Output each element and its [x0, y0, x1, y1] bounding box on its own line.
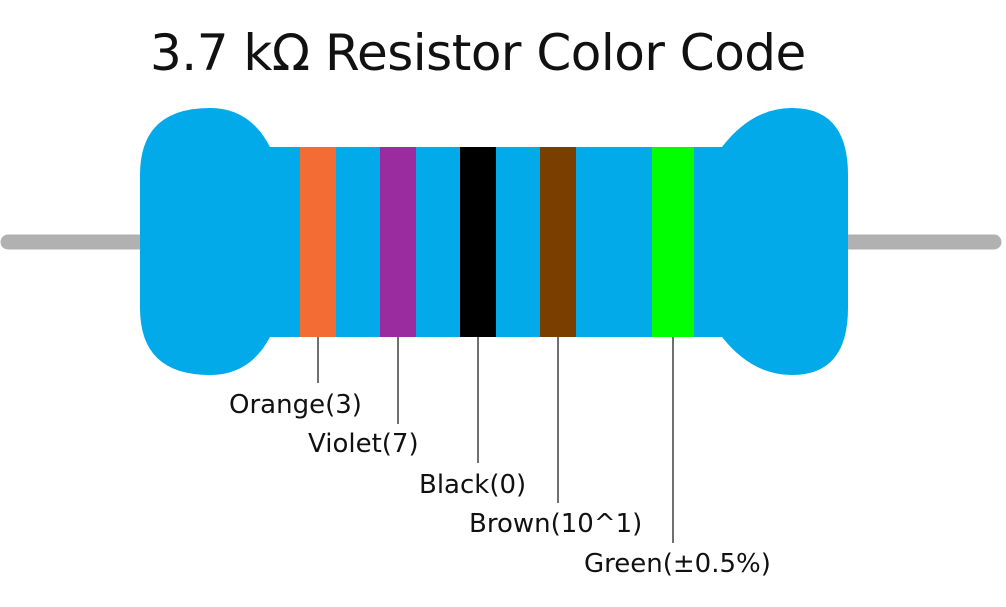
band-brown [540, 147, 576, 337]
page-title: 3.7 kΩ Resistor Color Code [150, 24, 806, 82]
band-violet [380, 147, 416, 337]
band-orange [300, 147, 336, 337]
band-green [652, 147, 694, 337]
band-black [460, 147, 496, 337]
band-label-brown: Brown(10^1) [469, 509, 643, 539]
band-label-violet: Violet(7) [308, 429, 419, 459]
band-label-green: Green(±0.5%) [584, 549, 771, 579]
left-end-cap [140, 108, 270, 375]
right-end-cap [722, 108, 848, 375]
band-label-black: Black(0) [419, 470, 527, 500]
band-label-orange: Orange(3) [229, 390, 362, 420]
leader-lines [317, 337, 674, 543]
color-bands [300, 147, 694, 337]
